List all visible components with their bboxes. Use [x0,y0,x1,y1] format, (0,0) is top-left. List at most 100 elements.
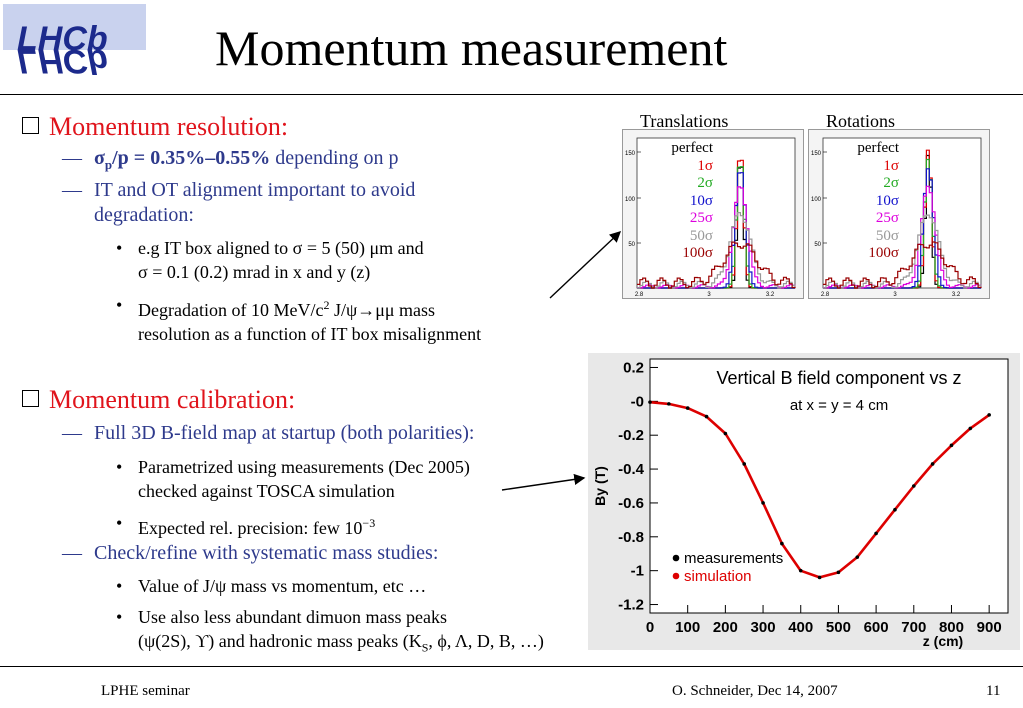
histogram-plot: 150 100 50 2.8 3 3.2 [625,137,796,298]
measurement-point [704,414,709,419]
legend-marker [672,554,680,562]
measurement-point [836,570,841,575]
measurement-point [874,531,878,536]
bullet-degradation: • Degradation of 10 MeV/c2 J/ψ→μμ mass r… [116,293,481,346]
arrow-to-histograms [549,231,622,299]
alignment-text-1: IT and OT alignment important to avoid [94,179,416,201]
hist-series-25σ [637,186,796,289]
dimuon-text-2: (ψ(2S), ϒ) and hadronic mass peaks (K [138,631,422,651]
hist-y-tick: 100 [811,197,822,203]
hist-series-50σ [823,214,982,289]
measurement-point [817,575,822,580]
measurement-point [911,484,916,488]
x-tick-label: 100 [675,619,700,636]
legend-entry: 25σ [875,210,899,226]
parametrized-text-2: checked against TOSCA simulation [138,481,395,501]
y-tick-label: -1.2 [618,597,644,614]
y-tick-label: -0.8 [618,529,644,546]
degradation-sup: 2 [323,298,330,312]
measurement-point [893,507,897,512]
y-tick-label: -1 [631,563,644,580]
legend-entry: 25σ [689,210,713,226]
measurement-point [968,426,973,431]
hist-x-tick: 3.2 [952,292,961,298]
y-tick-label: -0.4 [618,461,645,478]
legend-entry: 1σ [697,157,713,174]
page-number: 11 [986,683,1001,699]
bullet-icon: • [116,457,123,477]
plot-area [649,358,1009,614]
x-tick-label: 200 [713,619,738,636]
resolution-value: /p = 0.35%–0.55% [112,147,271,169]
footer-author-date: O. Schneider, Dec 14, 2007 [672,683,838,699]
footer-rule [0,666,1023,667]
hist-x-tick: 3.2 [766,292,775,298]
lhcb-logo: LHCb LHCb [3,4,146,93]
histogram-legend: perfect 1σ 2σ 10σ 25σ 50σ 100σ [857,140,899,263]
section-momentum-calibration: Momentum calibration: [22,385,295,415]
bullet-dimuon: • Use also less abundant dimuon mass pea… [116,605,544,660]
hist-frame [636,137,796,289]
section-heading: Momentum resolution: [49,112,289,141]
legend-entry: 50σ [875,227,899,244]
measurement-point [780,541,784,546]
degradation-text: Degradation of 10 MeV/c [138,300,324,320]
hist-x-tick: 2.8 [821,292,830,298]
histogram-legend: perfect 1σ 2σ 10σ 25σ 50σ 100σ [671,140,713,263]
histogram-translations: 150 100 50 2.8 3 3.2 perfect 1σ 2σ 10σ 25σ 50σ 100σ [622,129,804,299]
hist-y-tick: 50 [628,242,635,248]
hist-frame [822,137,982,289]
legend-entry: perfect [857,140,899,156]
chart-title: Vertical B field component vs z [716,368,961,388]
header-rule [0,94,1023,95]
legend-label: simulation [684,568,752,585]
measurement-point [798,568,803,573]
x-tick-label: 500 [826,619,851,636]
y-tick-label: 0.2 [623,359,644,376]
hist-y-tick: 150 [811,151,822,157]
legend-entry: 2σ [697,175,713,191]
hist-x-tick: 3 [707,292,711,298]
y-tick-label: -0.6 [618,495,644,512]
dash-bullet-icon: — [62,422,82,444]
legend-entry: 100σ [868,245,899,261]
hist-series-50σ [637,212,796,289]
bullet-icon: • [116,513,123,533]
hist-series-100σ [823,241,982,289]
bullet-icon: • [116,576,123,596]
measurement-point [855,555,860,559]
measurement-point [761,501,765,505]
legend-label: measurements [684,550,783,567]
section-momentum-resolution: Momentum resolution: [22,112,288,142]
jpsi-mass-text: Value of J/ψ mass vs momentum, etc … [138,576,427,596]
parametrized-text-1: Parametrized using measurements (Dec 200… [138,457,470,477]
legend-entry: 2σ [883,175,899,191]
alignment-line: — IT and OT alignment important to avoid… [62,178,416,228]
footer-event: LPHE seminar [101,683,190,699]
y-axis-label: By (T) [592,466,608,506]
check-text: Check/refine with systematic mass studie… [94,542,439,564]
measurement-point [723,431,728,436]
y-tick-label: -0.2 [618,427,644,444]
y-tick-label: -0 [631,393,644,410]
legend-entry: perfect [671,140,713,156]
arrow-to-field-chart [501,473,586,491]
bullet-jpsi-mass: • Value of J/ψ mass vs momentum, etc … [116,574,427,598]
dash-bullet-icon: — [62,179,82,201]
translations-label: Translations [640,111,729,131]
it-box-text-1: e.g IT box aligned to σ = 5 (50) μm and [138,238,424,258]
precision-text: Expected rel. precision: few 10 [138,518,363,538]
bfield-chart-container: 0 100 200 300 400 500 600 700 800 900 0.2 -0 -0.2 -0.… [588,353,1020,650]
check-line: — Check/refine with systematic mass stud… [62,541,439,566]
logo-text: LHCb [17,20,108,58]
legend-entry: 1σ [883,157,899,174]
alignment-text-2: degradation: [94,204,194,226]
bullet-it-box: • e.g IT box aligned to σ = 5 (50) μm an… [116,236,424,284]
degradation-text-post: J/ψ→μμ mass [329,300,436,320]
legend-entry: 10σ [689,192,713,209]
it-box-text-2: σ = 0.1 (0.2) mrad in x and y (z) [138,262,371,282]
bullet-icon: • [116,295,123,315]
measurement-point [949,443,954,448]
legend-marker [672,572,680,580]
histogram-plot: 150 100 50 2.8 3 3.2 [811,137,982,298]
